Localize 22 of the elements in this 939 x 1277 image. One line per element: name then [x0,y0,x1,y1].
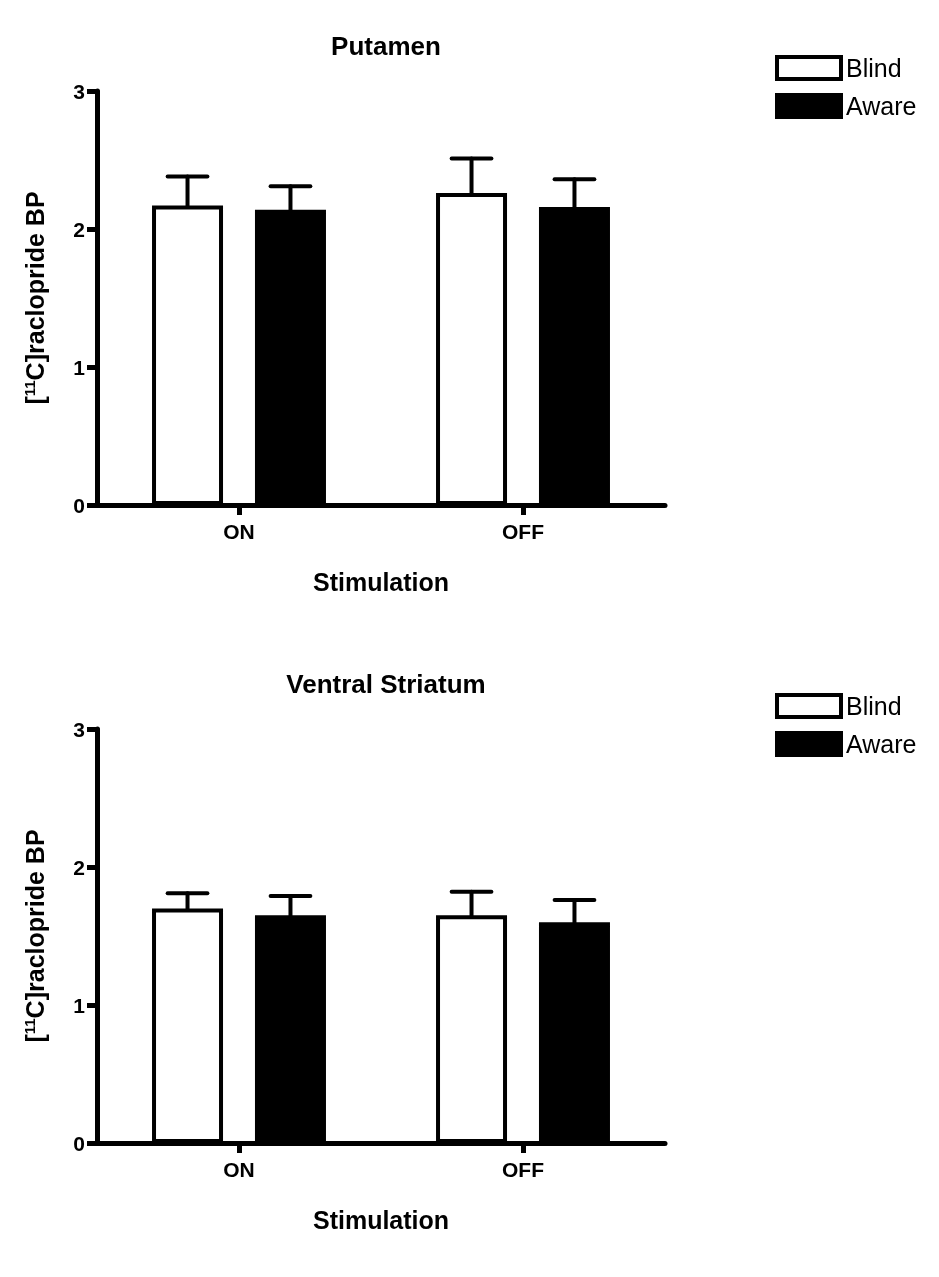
x-axis-title: Stimulation [312,567,450,596]
x-axis-title: Stimulation [312,1205,450,1234]
y-tick-label: 0 [73,493,85,517]
y-axis-title: [11C]raclopride BP [20,191,49,405]
y-tick-label: 3 [73,79,85,103]
y-tick-label: 2 [73,217,85,241]
y-tick-label: 1 [73,355,86,379]
x-tick-label: ON [223,520,255,543]
chart-title: Putamen [331,31,441,61]
legend-label: Aware [846,730,917,758]
y-axis-title: [11C]raclopride BP [20,829,49,1043]
x-tick-label: OFF [502,520,545,543]
x-tick-label: OFF [502,1158,545,1181]
x-tick-label: ON [223,1158,255,1181]
y-tick-label: 1 [73,993,86,1017]
y-tick-label: 0 [73,1131,85,1155]
legend-label: Aware [846,92,917,120]
legend-label: Blind [846,692,902,720]
chart-title: Ventral Striatum [286,669,486,699]
y-tick-label: 3 [73,717,85,741]
y-tick-label: 2 [73,855,85,879]
legend-label: Blind [846,54,902,82]
